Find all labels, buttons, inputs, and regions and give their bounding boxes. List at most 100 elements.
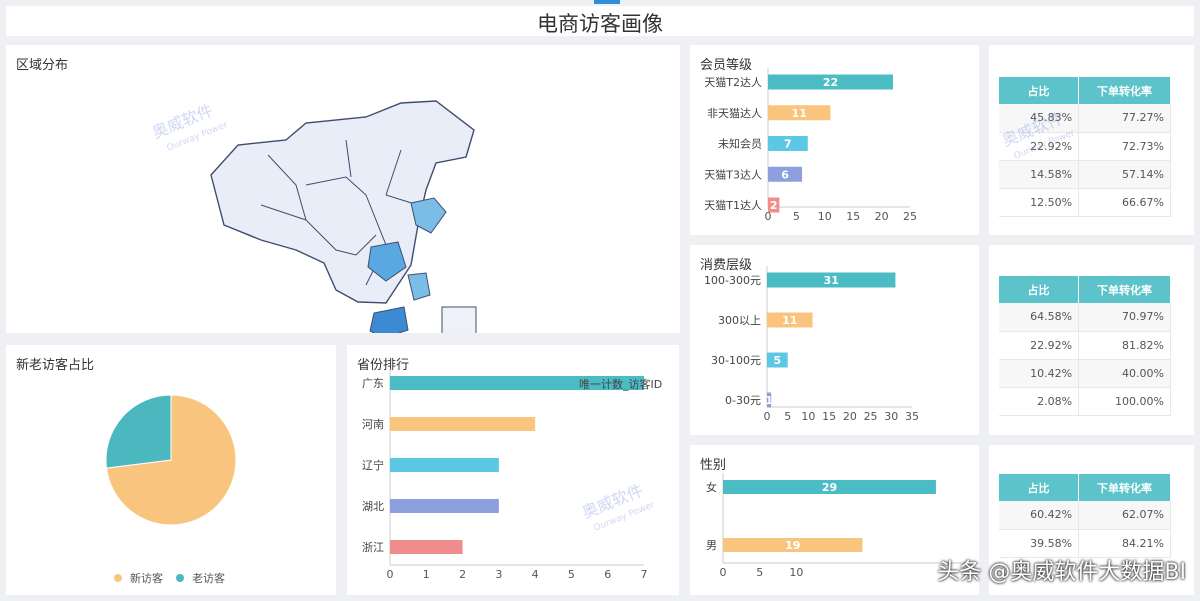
consume-data-label: 5	[774, 354, 782, 367]
member-data-label: 7	[784, 138, 792, 151]
table-cell: 84.21%	[1078, 529, 1171, 558]
province-tick-label: 1	[423, 568, 430, 581]
consume-table-panel: 占比 下单转化率 64.58% 70.97% 22.92% 81.82% 10.42% 40.…	[989, 245, 1194, 435]
table-cell: 22.92%	[999, 132, 1080, 161]
table-cell: 72.73%	[1078, 132, 1171, 161]
newold-chart[interactable]: 新访客 老访客	[6, 345, 336, 595]
member-tick-label: 15	[846, 210, 860, 223]
member-category-label: 天猫T2达人	[704, 76, 762, 89]
table-cell: 66.67%	[1078, 188, 1171, 217]
consume-title: 消费层级	[700, 258, 753, 273]
consume-bar	[767, 392, 772, 408]
table-header-cell: 占比	[999, 276, 1080, 303]
consume-category-label: 30-100元	[711, 354, 761, 367]
consume-tick-label: 15	[822, 410, 836, 423]
map-highlight-east	[407, 272, 431, 301]
pie-slice-1	[105, 394, 172, 469]
member-tick-label: 10	[818, 210, 832, 223]
province-category-label: 广东	[362, 377, 384, 390]
member-chart: 0 5 10 15 20 25 天猫T2达人 22 非天猫达人 11 未知会员 7 天猫T3达人 6 天猫T…	[704, 68, 917, 223]
province-tick-label: 5	[568, 568, 575, 581]
table-header-cell: 下单转化率	[1078, 77, 1171, 104]
table-cell: 2.08%	[999, 387, 1080, 416]
table-header-row: 占比 下单转化率	[999, 474, 1171, 501]
member-bar	[768, 105, 831, 121]
page-title: 电商访客画像	[537, 12, 663, 36]
table-header-cell: 下单转化率	[1078, 474, 1171, 501]
gender-tick-label: 10	[789, 566, 803, 579]
table-row: 12.50% 66.67%	[999, 188, 1171, 217]
table-cell: 64.58%	[999, 303, 1080, 332]
consume-data-label: 31	[824, 274, 839, 287]
table-cell: 100.00%	[1078, 387, 1171, 416]
member-data-label: 2	[770, 199, 778, 212]
consume-bar	[767, 312, 813, 328]
consume-tick-label: 0	[764, 410, 771, 423]
member-title: 会员等级	[700, 58, 753, 73]
table-cell: 40.00%	[1078, 359, 1171, 388]
map-highlight-south	[369, 306, 409, 333]
gender-table-panel: 占比 下单转化率 60.42% 62.07% 39.58% 84.21%	[989, 445, 1194, 595]
member-table-panel: 占比 下单转化率 45.83% 77.27% 22.92% 72.73% 14.58% 57.…	[989, 45, 1194, 235]
south-sea-inset	[441, 306, 477, 333]
newold-panel: 新老访客占比 新访客 老访客	[6, 345, 336, 595]
province-tick-label: 0	[387, 568, 394, 581]
consume-tick-label: 5	[784, 410, 791, 423]
table-cell: 70.97%	[1078, 303, 1171, 332]
consume-table: 占比 下单转化率 64.58% 70.97% 22.92% 81.82% 10.42% 40.…	[999, 276, 1171, 416]
member-tick-label: 20	[875, 210, 889, 223]
gender-panel: 性别 0 5 10 女 29 男 19	[690, 445, 979, 595]
consume-tick-label: 25	[864, 410, 878, 423]
province-bar	[390, 499, 499, 513]
province-bar	[390, 417, 536, 431]
table-header-cell: 占比	[999, 474, 1080, 501]
footer-credit: 头条 @奥威软件大数据BI	[937, 560, 1186, 585]
gender-category-label: 男	[706, 539, 717, 552]
consume-tick-label: 35	[905, 410, 919, 423]
province-bar	[390, 540, 463, 554]
table-cell: 57.14%	[1078, 160, 1171, 189]
member-tick-label: 25	[903, 210, 917, 223]
table-cell: 81.82%	[1078, 331, 1171, 360]
title-accent	[594, 0, 620, 4]
member-bar	[768, 136, 808, 151]
province-tick-label: 7	[641, 568, 648, 581]
member-tick-label: 0	[765, 210, 772, 223]
gender-data-label: 29	[822, 481, 837, 494]
table-cell: 14.58%	[999, 160, 1080, 189]
member-data-label: 6	[781, 168, 789, 181]
table-row: 22.92% 81.82%	[999, 331, 1171, 360]
province-tick-label: 4	[532, 568, 539, 581]
province-bar	[390, 458, 499, 472]
province-tick-label: 2	[459, 568, 466, 581]
table-cell: 60.42%	[999, 501, 1080, 530]
member-category-label: 未知会员	[718, 137, 762, 151]
province-tick-label: 3	[495, 568, 502, 581]
consume-tick-label: 30	[884, 410, 898, 423]
consume-data-label: 1	[765, 394, 773, 407]
consume-category-label: 100-300元	[704, 274, 761, 287]
province-panel: 省份排行 0 1 2 3 4 5 6 7 广东 河南 辽宁 湖北 浙江 唯一计数_访客ID	[347, 345, 679, 595]
member-category-label: 天猫T1达人	[704, 199, 762, 212]
table-cell: 10.42%	[999, 359, 1080, 388]
consume-category-label: 300以上	[718, 314, 761, 327]
table-row: 64.58% 70.97%	[999, 303, 1171, 332]
member-table: 占比 下单转化率 45.83% 77.27% 22.92% 72.73% 14.58% 57.…	[999, 77, 1171, 217]
table-cell: 22.92%	[999, 331, 1080, 360]
region-title: 区域分布	[16, 58, 69, 73]
table-header-cell: 占比	[999, 77, 1080, 104]
pie-legend-marker	[114, 574, 122, 582]
gender-data-label: 19	[785, 539, 800, 552]
table-cell: 39.58%	[999, 529, 1080, 558]
member-bar	[768, 197, 780, 213]
china-map[interactable]	[6, 45, 680, 333]
region-panel: 区域分布	[6, 45, 680, 333]
province-category-label: 辽宁	[362, 458, 384, 472]
consume-tick-label: 10	[801, 410, 815, 423]
table-row: 22.92% 72.73%	[999, 132, 1171, 161]
province-legend-marker	[563, 380, 571, 388]
consume-panel: 消费层级 0 5 10 15 20 25 30 35 100-300元 31 300以上 11 30-1…	[690, 245, 979, 435]
province-category-label: 浙江	[362, 541, 384, 554]
